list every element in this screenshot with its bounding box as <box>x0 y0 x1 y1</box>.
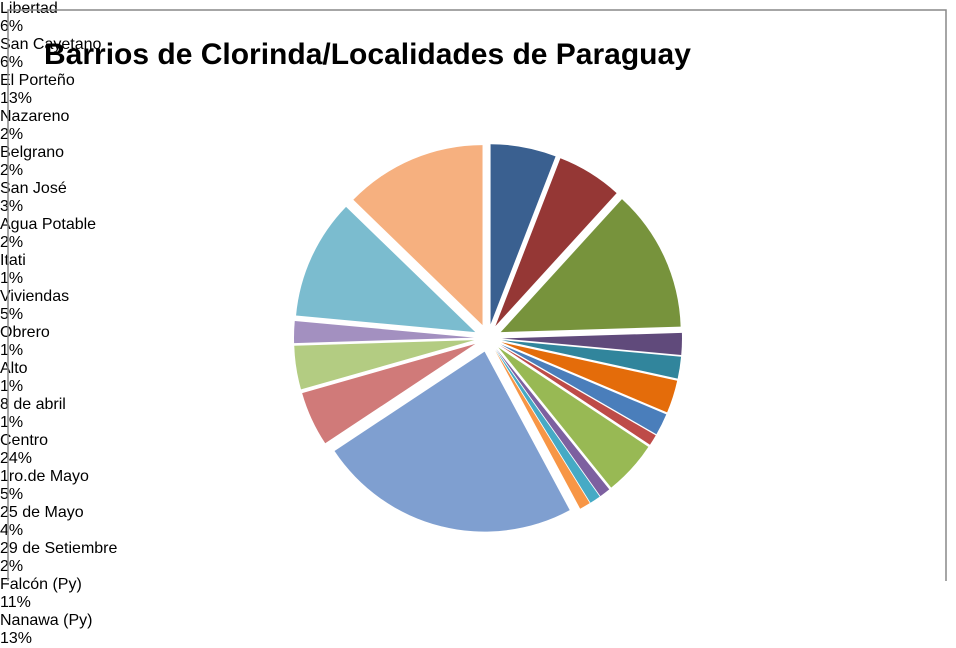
slice-percent: 2% <box>0 162 24 179</box>
slice-label: Alto 1% <box>0 360 60 396</box>
slice-percent: 2% <box>0 126 24 143</box>
slice-name: Viviendas <box>0 288 70 305</box>
pie-slice <box>334 351 570 532</box>
slice-name: Belgrano <box>0 144 65 161</box>
pie-slice <box>495 158 617 327</box>
slice-label: Nazareno 2% <box>0 108 140 144</box>
slice-percent: 2% <box>0 234 24 251</box>
slice-label: 8 de abril 1% <box>0 396 110 432</box>
slice-label: San Cayetano 6% <box>0 36 180 72</box>
slice-name: Obrero <box>0 324 50 341</box>
slice-percent: 4% <box>0 522 24 539</box>
slice-label: Obrero 1% <box>0 324 90 360</box>
pie-slice <box>302 343 476 444</box>
slice-label: 29 de Setiembre 2% <box>0 540 120 576</box>
slice-percent: 6% <box>0 54 24 71</box>
slice-label: San José 3% <box>0 180 140 216</box>
pie-slice <box>500 344 667 435</box>
slice-label: Libertad 6% <box>0 0 160 36</box>
pie-slice <box>501 332 682 356</box>
pie-slice <box>498 347 649 488</box>
slice-label: 25 de Mayo 4% <box>0 504 150 540</box>
slice-percent: 11% <box>0 594 31 611</box>
pie-slice <box>496 349 610 497</box>
slice-percent: 5% <box>0 486 24 503</box>
slice-label: Belgrano 2% <box>0 144 140 180</box>
chart-title: Barrios de Clorinda/Localidades de Parag… <box>44 38 691 71</box>
slice-percent: 3% <box>0 198 24 215</box>
slice-label: Itati 1% <box>0 252 80 288</box>
slice-name: Centro <box>0 432 49 449</box>
slice-percent: 1% <box>0 414 24 431</box>
slice-name: 25 de Mayo <box>0 504 84 521</box>
pie-slice <box>294 340 475 390</box>
slice-percent: 13% <box>0 630 33 647</box>
slice-name: Agua Potable <box>0 216 97 233</box>
pie-slice <box>495 349 600 503</box>
pie-slice <box>499 345 656 445</box>
slice-label: 1ro.de Mayo 5% <box>0 468 160 504</box>
slice-percent: 1% <box>0 342 24 359</box>
slice-name: 8 de abril <box>0 396 66 413</box>
slice-name: Nazareno <box>0 108 70 125</box>
slice-name: Nanawa (Py) <box>0 612 93 629</box>
chart-frame <box>7 9 947 581</box>
pie-slice <box>296 206 476 333</box>
slice-name: 1ro.de Mayo <box>0 468 89 485</box>
slice-percent: 6% <box>0 18 24 35</box>
chart-svg <box>7 9 947 581</box>
slice-label: Nanawa (Py) 13% <box>0 612 160 648</box>
slice-name: Itati <box>0 252 26 269</box>
slice-percent: 2% <box>0 558 24 575</box>
pie-slice <box>495 350 590 509</box>
pie-slice <box>501 340 682 379</box>
slice-percent: 1% <box>0 378 24 395</box>
slice-name: El Porteño <box>0 72 75 89</box>
pie-slice <box>490 144 556 325</box>
slice-name: San Cayetano <box>0 36 102 53</box>
pie-slice <box>500 199 681 333</box>
pie-slice <box>353 145 483 326</box>
slice-name: 29 de Setiembre <box>0 540 118 557</box>
slice-label: Falcón (Py) 11% <box>0 576 160 612</box>
slice-percent: 1% <box>0 270 24 287</box>
pie-slice <box>501 342 678 413</box>
slice-name: Alto <box>0 360 28 377</box>
slice-label: Agua Potable 2% <box>0 216 100 252</box>
slice-name: San José <box>0 180 67 197</box>
slice-label: Viviendas 5% <box>0 288 140 324</box>
slice-percent: 5% <box>0 306 24 323</box>
pie-slice <box>294 320 475 344</box>
slice-name: Libertad <box>0 0 58 17</box>
